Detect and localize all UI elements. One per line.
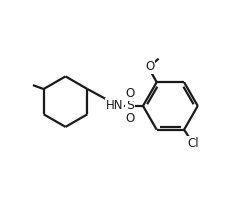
Text: O: O — [124, 112, 134, 125]
Text: O: O — [144, 60, 154, 73]
Text: S: S — [125, 100, 133, 112]
Text: HN: HN — [106, 100, 123, 112]
Text: Cl: Cl — [186, 137, 198, 150]
Text: O: O — [124, 87, 134, 100]
